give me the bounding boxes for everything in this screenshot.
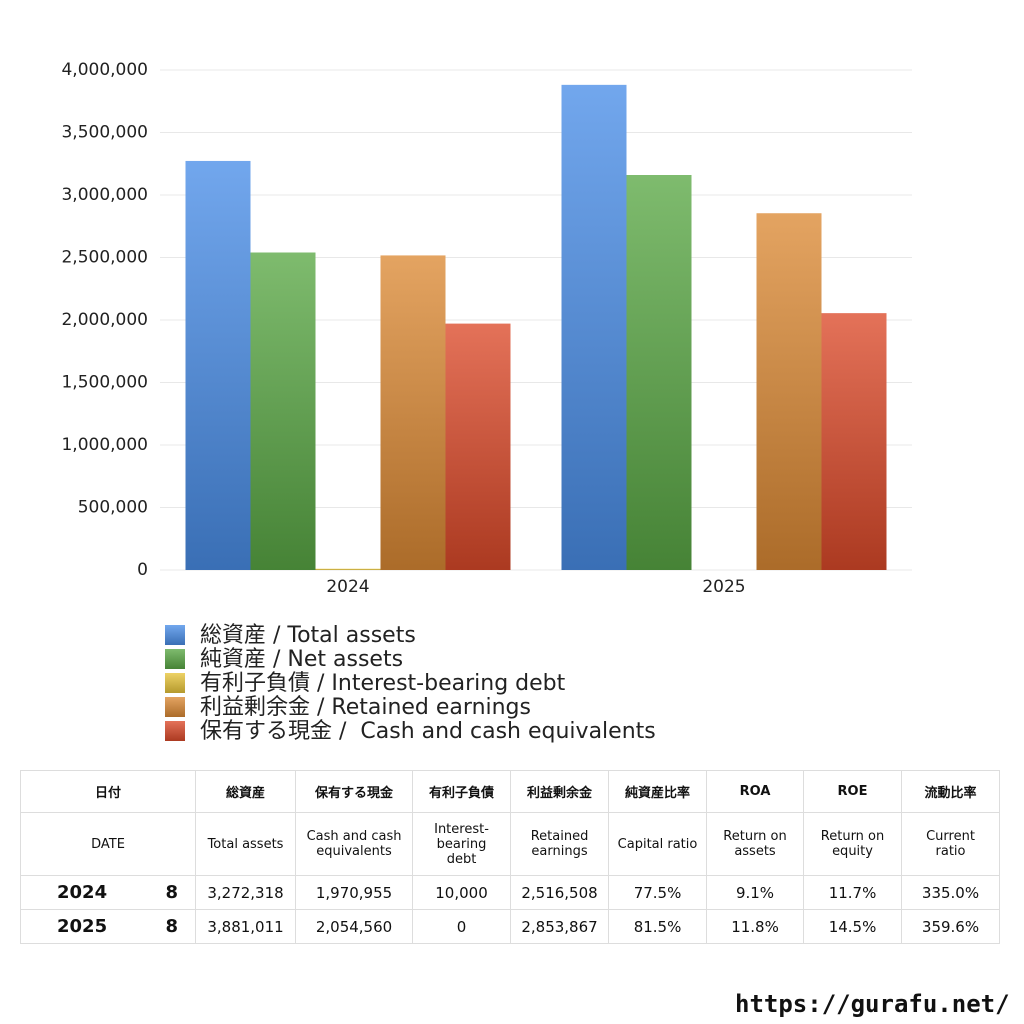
header-cell: 利益剰余金: [510, 770, 610, 813]
cell: 0: [412, 909, 512, 944]
header-row: DATE Total assets Cash and cash equivale…: [19, 812, 1001, 876]
y-tick-label: 1,500,000: [61, 373, 148, 393]
header-cell: Cash and cash equivalents: [295, 812, 414, 876]
cell: 2025: [20, 909, 149, 944]
bar: [445, 323, 511, 570]
y-tick-label: 1,000,000: [61, 435, 148, 455]
cell: 1,970,955: [295, 875, 414, 910]
header-cell: 保有する現金: [295, 770, 414, 813]
cell: 14.5%: [803, 909, 903, 944]
header-cell: Capital ratio: [608, 812, 708, 876]
y-tick-label: 2,500,000: [61, 248, 148, 268]
legend-label: 純資産 / Net assets: [200, 647, 403, 672]
x-tick-label: 2025: [702, 577, 745, 597]
cell: 8: [148, 875, 197, 910]
bar: [756, 213, 822, 570]
cell: 2,054,560: [295, 909, 414, 944]
cell: 359.6%: [901, 909, 1001, 944]
data-row: 2025 8 3,881,011 2,054,560 0 2,853,867 8…: [20, 909, 1001, 944]
footer-url: https://gurafu.net/: [735, 990, 1010, 1018]
header-cell: 有利子負債: [412, 770, 512, 813]
bar: [185, 160, 251, 570]
header-cell: Return on assets: [706, 812, 805, 876]
header-row: 日付 総資産 保有する現金 有利子負債 利益剰余金 純資産比率 ROA ROE …: [19, 770, 1001, 813]
data-row: 2024 8 3,272,318 1,970,955 10,000 2,516,…: [20, 875, 1001, 910]
header-cell: DATE: [19, 812, 197, 876]
y-tick-label: 500,000: [78, 498, 148, 518]
legend-swatch-shade: [165, 697, 185, 717]
cell: 10,000: [412, 875, 512, 910]
cell: 2,853,867: [510, 909, 610, 944]
bar: [315, 568, 381, 570]
cell: 335.0%: [901, 875, 1001, 910]
legend-swatch-shade: [165, 721, 185, 741]
legend-label: 利益剰余金 / Retained earnings: [200, 695, 531, 720]
cell: 2,516,508: [510, 875, 610, 910]
cell: 11.8%: [706, 909, 805, 944]
legend-swatch-shade: [165, 625, 185, 645]
x-tick-label: 2024: [326, 577, 369, 597]
legend-swatch-shade: [165, 649, 185, 669]
y-tick-label: 4,000,000: [61, 60, 148, 80]
header-cell: 純資産比率: [608, 770, 708, 813]
cell: 3,272,318: [195, 875, 297, 910]
chart: 0 500,000 1,000,000 1,500,000 2,000,000 2,500…: [61, 60, 912, 744]
header-cell: 総資産: [195, 770, 297, 813]
legend-label: 保有する現金 / Cash and cash equivalents: [200, 719, 656, 744]
header-cell: Retained earnings: [510, 812, 610, 876]
header-cell: Return on equity: [803, 812, 903, 876]
header-cell: ROA: [706, 770, 805, 813]
bar: [250, 252, 316, 570]
y-tick-label: 3,500,000: [61, 123, 148, 143]
bar: [380, 255, 446, 570]
bar: [561, 84, 627, 570]
y-tick-label: 2,000,000: [61, 310, 148, 330]
cell: 11.7%: [803, 875, 903, 910]
cell: 81.5%: [608, 909, 708, 944]
data-table: 日付 総資産 保有する現金 有利子負債 利益剰余金 純資産比率 ROA ROE …: [19, 770, 1001, 944]
legend-swatch-shade: [165, 673, 185, 693]
bar: [821, 313, 887, 570]
header-cell: Interest-bearing debt: [412, 812, 512, 876]
y-tick-label: 3,000,000: [61, 185, 148, 205]
cell: 8: [148, 909, 197, 944]
y-tick-label: 0: [137, 560, 148, 580]
legend-label: 総資産 / Total assets: [200, 623, 416, 648]
cell: 2024: [20, 875, 149, 910]
cell: 9.1%: [706, 875, 805, 910]
header-cell: 日付: [19, 770, 197, 813]
header-cell: Current ratio: [901, 812, 1001, 876]
header-cell: 流動比率: [901, 770, 1001, 813]
legend-label: 有利子負債 / Interest-bearing debt: [200, 671, 566, 696]
cell: 3,881,011: [195, 909, 297, 944]
header-cell: ROE: [803, 770, 903, 813]
header-cell: Total assets: [195, 812, 297, 876]
cell: 77.5%: [608, 875, 708, 910]
bar: [626, 175, 692, 570]
